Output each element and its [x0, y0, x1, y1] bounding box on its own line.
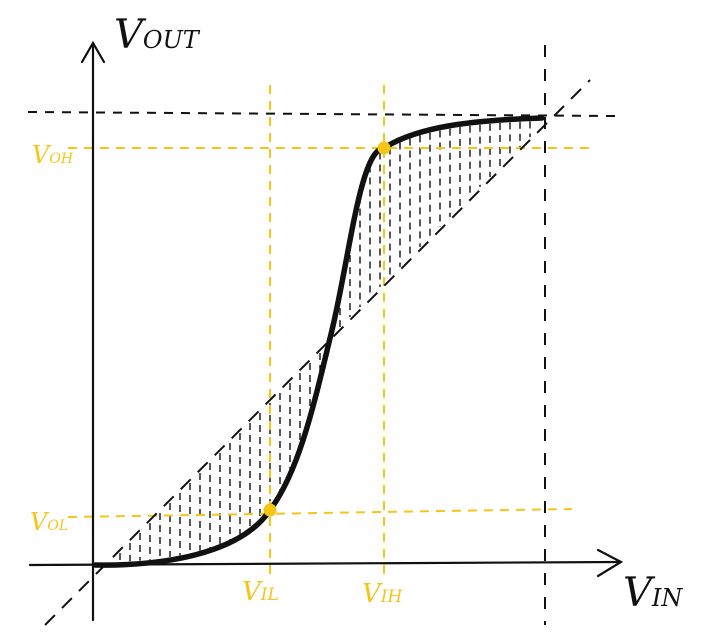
x-axis-arrowhead	[596, 548, 624, 578]
y-axis-arrowhead	[80, 40, 106, 64]
x-axis-title: VIN	[623, 570, 683, 616]
y-axis-title: VOUT	[114, 12, 201, 58]
black-guides	[27, 45, 616, 626]
vol-guide-line	[67, 508, 573, 518]
noise-margin-hatching	[119, 121, 531, 562]
axes	[28, 40, 624, 622]
vol-label: VOL	[30, 508, 68, 536]
vil-label: VIL	[242, 577, 279, 607]
yellow-guides	[67, 85, 590, 576]
voh-label: VOH	[32, 141, 74, 169]
vdd-horizontal-line	[27, 111, 616, 117]
voltage-transfer-curve	[92, 115, 545, 568]
vih-label: VIH	[362, 579, 403, 609]
unity-diagonal-line	[44, 79, 591, 626]
vil-point	[263, 503, 277, 517]
vih-point	[377, 141, 391, 155]
